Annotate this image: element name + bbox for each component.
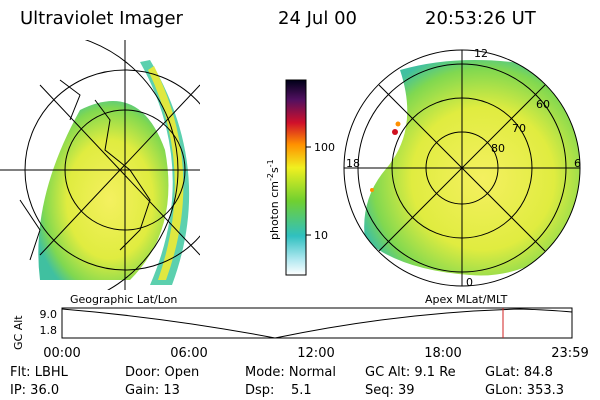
colorbar — [285, 79, 307, 276]
geographic-caption: Geographic Lat/Lon — [70, 293, 177, 306]
mlt-label: 6 — [574, 157, 581, 170]
timeline-xtick: 12:00 — [297, 346, 334, 361]
status-field: Flt: LBHL — [10, 365, 69, 380]
timeline-frame — [61, 307, 573, 339]
colorbar-tick-label: 10 — [314, 229, 328, 242]
unit: s — [268, 167, 281, 173]
geographic-map — [0, 40, 200, 290]
timeline-xtick: 00:00 — [43, 346, 80, 361]
status-field: Seq: 39 — [365, 383, 415, 398]
status-field: Door: Open — [125, 365, 199, 380]
mlt-label: 12 — [474, 47, 488, 60]
timeline-xtick: 18:00 — [424, 346, 461, 361]
mlat-label: 70 — [512, 122, 526, 135]
altitude-curve — [61, 308, 573, 339]
status-field: IP: 36.0 — [10, 383, 59, 398]
status-panel: Flt: LBHL Door: Open Mode: Normal GC Alt: 9… — [10, 365, 564, 398]
exponent: -1 — [266, 159, 275, 167]
polar-map — [343, 49, 581, 287]
colorbar-tick-label: 100 — [314, 141, 335, 154]
title: Ultraviolet Imager — [20, 8, 184, 29]
timeline-ylabel: GC Alt — [12, 315, 25, 350]
timeline-ytick: 1.8 — [40, 324, 58, 337]
status-field: GC Alt: 9.1 Re — [365, 365, 456, 380]
timeline-ytick: 9.0 — [40, 308, 58, 321]
mlt-label: 18 — [346, 157, 360, 170]
status-field: GLon: 353.3 — [485, 383, 564, 398]
mlat-label: 60 — [536, 98, 550, 111]
unit: photon cm — [268, 181, 281, 240]
status-field: Dsp: 5.1 — [245, 383, 312, 398]
status-field: GLat: 84.8 — [485, 365, 553, 380]
colorbar-label: photon cm-2s-1 — [266, 159, 281, 240]
polar-caption: Apex MLat/MLT — [425, 293, 508, 306]
mlt-label: 0 — [466, 276, 473, 289]
status-field: Mode: Normal — [245, 365, 336, 380]
status-field: Gain: 13 — [125, 383, 180, 398]
timeline-xtick: 06:00 — [170, 346, 207, 361]
mlat-label: 80 — [491, 142, 505, 155]
exponent: -2 — [266, 173, 275, 181]
timeline-xtick: 23:59 — [551, 346, 588, 361]
date: 24 Jul 00 — [278, 8, 357, 29]
time: 20:53:26 UT — [425, 8, 537, 29]
